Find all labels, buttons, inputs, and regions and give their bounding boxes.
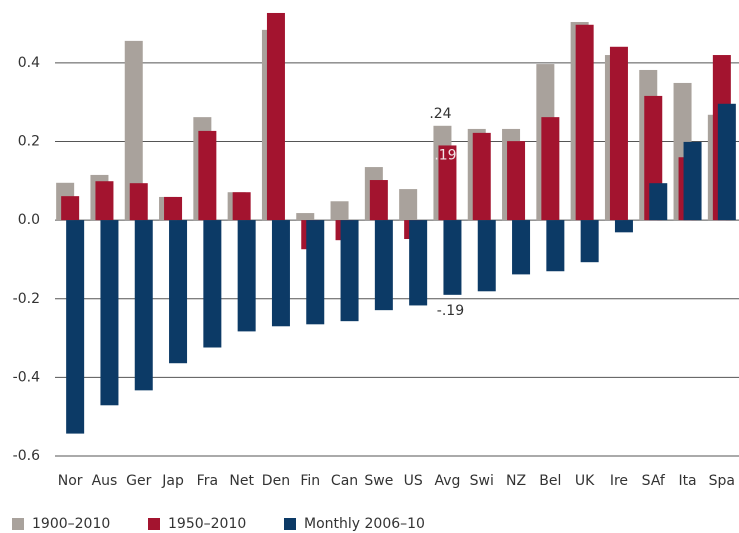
bar (541, 117, 560, 221)
x-tick-label: Ita (678, 473, 696, 489)
x-tick-label: Aus (92, 473, 118, 489)
bar (271, 220, 290, 327)
bar (237, 220, 256, 332)
x-tick-label: Ger (126, 473, 151, 489)
bar (66, 220, 85, 434)
bar (438, 145, 457, 221)
bar (330, 201, 349, 221)
x-tick-label: Net (229, 473, 254, 489)
legend-label: Monthly 2006–10 (304, 516, 425, 532)
x-tick-label: US (404, 473, 423, 489)
bar (124, 40, 143, 221)
value-label: .19 (434, 147, 456, 163)
x-tick-label: Nor (58, 473, 83, 489)
bar (340, 220, 359, 322)
y-tick-label: 0.2 (18, 134, 40, 150)
legend-swatch (284, 518, 296, 530)
x-tick-label: Avg (434, 473, 460, 489)
bar (609, 46, 628, 221)
bar (306, 220, 325, 325)
bar (266, 12, 285, 221)
bar (512, 220, 531, 275)
bar (575, 24, 594, 221)
bar (546, 220, 565, 272)
bar (198, 130, 217, 221)
legend-label: 1900–2010 (32, 516, 110, 532)
legend-label: 1950–2010 (168, 516, 246, 532)
bar (232, 192, 251, 221)
y-tick-label: 0.4 (18, 55, 40, 71)
bar (169, 220, 188, 364)
x-tick-label: Swi (470, 473, 494, 489)
y-tick-label: 0.0 (18, 212, 40, 228)
x-tick-label: Swe (364, 473, 393, 489)
y-tick-label: -0.6 (13, 448, 40, 464)
value-label: -.19 (437, 303, 464, 319)
bar (443, 220, 462, 295)
bar (683, 141, 702, 221)
x-tick-label: NZ (506, 473, 526, 489)
x-tick-label: Spa (709, 473, 735, 489)
x-tick-label: Den (262, 473, 290, 489)
bar (164, 196, 183, 221)
bar (374, 220, 393, 311)
x-tick-label: Can (331, 473, 358, 489)
y-tick-label: -0.2 (13, 291, 40, 307)
legend-swatch (12, 518, 24, 530)
bar (477, 220, 496, 292)
y-tick-label: -0.4 (13, 369, 40, 385)
bar (399, 189, 418, 221)
bar (61, 196, 80, 221)
bar (100, 220, 119, 406)
bar (129, 183, 148, 221)
bar (134, 220, 153, 391)
x-tick-label: Fra (197, 473, 218, 489)
bar (296, 213, 315, 221)
bar (95, 181, 114, 221)
legend-swatch (148, 518, 160, 530)
x-tick-label: UK (575, 473, 595, 489)
x-tick-label: Bel (539, 473, 561, 489)
bar (507, 141, 526, 221)
bar (717, 103, 736, 221)
bar (369, 180, 388, 221)
bar (580, 220, 599, 263)
x-tick-label: SAf (642, 473, 666, 489)
x-tick-label: Jap (161, 473, 184, 489)
value-label: .24 (429, 106, 451, 122)
bar (409, 220, 428, 306)
x-tick-label: Fin (300, 473, 320, 489)
bar (472, 132, 491, 221)
bar (203, 220, 222, 348)
bar (649, 183, 668, 221)
x-tick-label: Ire (610, 473, 628, 489)
bar (614, 220, 633, 233)
